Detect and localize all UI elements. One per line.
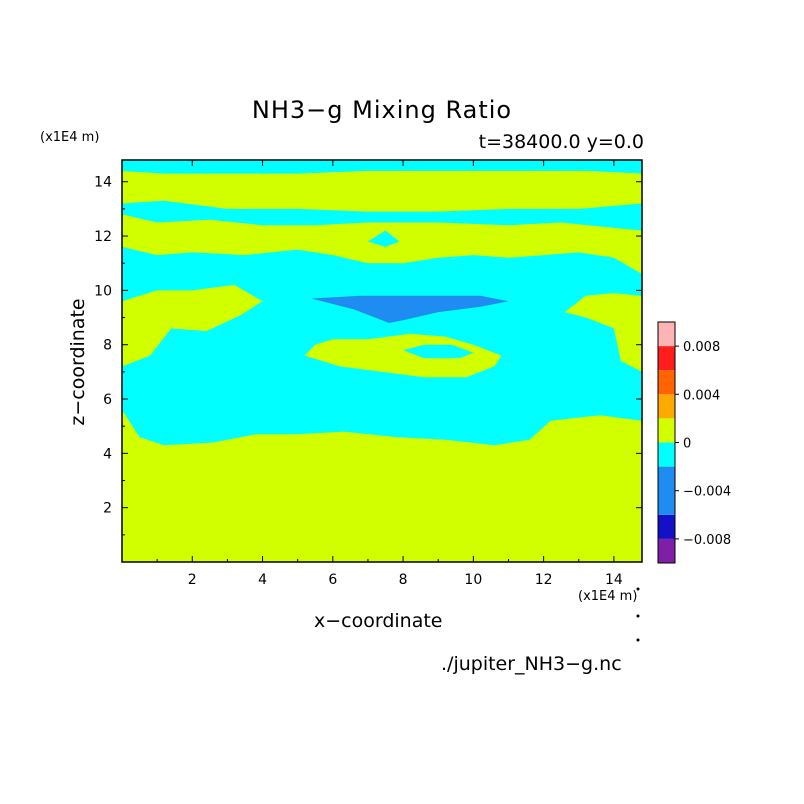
colorbar-swatch [658,346,675,371]
colorbar-swatch [658,418,675,443]
y-tick-label: 6 [103,392,112,408]
contour-regions [122,160,642,562]
y-axis-ticks: 2 4 6 8 10 12 14 [94,175,642,536]
marker-dots [636,587,640,642]
x-tick-label: 2 [188,572,197,588]
y-tick-label: 12 [94,229,112,245]
x-tick-label: 10 [464,572,482,588]
contour-region-blue-patch [311,295,509,323]
x-axis-ticks: 2 4 6 8 10 12 14 [156,160,623,588]
contour-region-center-lobe [304,333,502,378]
y-axis-unit: (x1E4 m) [40,130,100,145]
x-tick-label: 6 [328,572,337,588]
contour-region-upper-layer [122,170,642,212]
y-tick-label: 10 [94,283,112,299]
y-tick-label: 2 [103,501,112,517]
y-tick-label: 14 [94,175,112,191]
y-tick-label: 4 [103,446,112,462]
x-tick-label: 12 [535,572,553,588]
contour-region-cyan-hole-center [403,344,474,359]
colorbar-swatch [658,466,675,515]
y-axis-label: z−coordinate [67,298,89,426]
colorbar-swatch [658,370,675,395]
x-axis-unit: (x1E4 m) [578,589,638,604]
colorbar-label: 0 [683,437,691,452]
chart-title: NH3−g Mixing Ratio [251,96,513,124]
colorbar-swatch [658,442,675,467]
colorbar-swatch [658,538,675,563]
source-filename: ./jupiter_NH3−g.nc [441,653,622,675]
chart-subtitle: t=38400.0 y=0.0 [478,131,644,153]
x-axis-label: x−coordinate [314,610,443,632]
colorbar: 0.008 0.004 0 −0.004 −0.008 [657,321,731,564]
marker-dot [636,638,640,642]
marker-dot [636,587,640,591]
colorbar-label: 0.008 [683,340,720,355]
contour-region-cyan-hole-upper [367,230,400,247]
contour-region-right-lobe [564,293,642,372]
y-tick-label: 8 [103,338,112,354]
colorbar-swatch [658,322,675,347]
contour-region-left-middle-lobe [122,284,263,367]
x-tick-label: 4 [258,572,267,588]
colorbar-swatch [658,514,675,539]
marker-dot [636,614,640,618]
colorbar-label: −0.008 [683,533,731,548]
colorbar-label: −0.004 [683,485,731,500]
plot-frame [121,159,643,563]
x-tick-label: 14 [605,572,623,588]
contour-region-lower-layer [122,409,642,562]
x-tick-label: 8 [399,572,408,588]
colorbar-swatch [658,394,675,419]
colorbar-label: 0.004 [683,388,720,403]
